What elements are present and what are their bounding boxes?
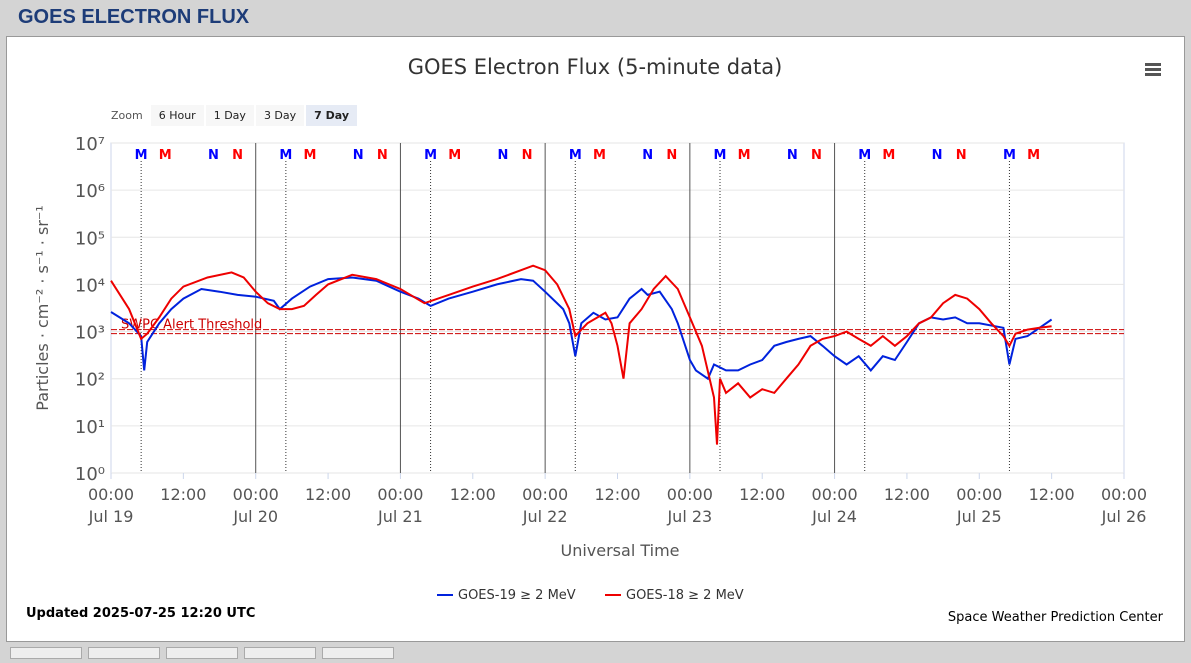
x-tick-label: 12:00 <box>449 485 496 504</box>
series-line <box>110 276 1053 381</box>
updated-text: Updated 2025-07-25 12:20 UTC <box>26 606 255 621</box>
y-tick-label: 10⁷ <box>75 134 105 155</box>
local-marker: M <box>279 148 292 163</box>
x-tick-label: 12:00 <box>1028 485 1075 504</box>
x-tick-label: 00:00 Jul 24 <box>811 485 858 526</box>
x-axis-label: Universal Time <box>560 541 679 560</box>
x-tick-label: 12:00 <box>883 485 930 504</box>
zoom-button[interactable]: 7 Day <box>306 105 358 126</box>
x-tick-label: 00:00 Jul 23 <box>666 485 713 526</box>
local-marker: N <box>208 148 219 163</box>
zoom-button[interactable]: 1 Day <box>205 105 254 126</box>
local-marker: N <box>956 148 967 163</box>
local-marker: M <box>135 148 148 163</box>
x-tick-label: 00:00 Jul 20 <box>232 485 279 526</box>
x-tick-label: 12:00 <box>594 485 641 504</box>
local-marker: M <box>1003 148 1016 163</box>
x-tick-label: 00:00 Jul 22 <box>522 485 569 526</box>
x-tick-label: 12:00 <box>739 485 786 504</box>
local-marker: M <box>424 148 437 163</box>
local-marker: M <box>593 148 606 163</box>
local-marker: N <box>666 148 677 163</box>
local-marker: N <box>232 148 243 163</box>
tab[interactable] <box>166 647 238 659</box>
y-tick-label: 10³ <box>75 323 105 344</box>
y-tick-label: 10⁰ <box>75 464 105 485</box>
x-tick-label: 00:00 Jul 19 <box>87 485 135 526</box>
tab[interactable] <box>322 647 394 659</box>
local-marker: M <box>569 148 582 163</box>
tabs <box>10 644 1180 659</box>
chart-panel <box>6 36 1185 642</box>
local-marker: M <box>159 148 172 163</box>
plot-border <box>110 142 1125 474</box>
y-tick-label: 10⁵ <box>75 228 105 249</box>
local-marker: N <box>497 148 508 163</box>
local-marker: M <box>448 148 461 163</box>
tab[interactable] <box>10 647 82 659</box>
tab[interactable] <box>244 647 316 659</box>
local-marker: N <box>642 148 653 163</box>
local-marker: N <box>932 148 943 163</box>
x-tick-label: 00:00 Jul 25 <box>956 485 1003 526</box>
menu-icon[interactable] <box>1145 63 1161 76</box>
page-title: GOES ELECTRON FLUX <box>18 6 250 28</box>
tab[interactable] <box>88 647 160 659</box>
y-tick-label: 10¹ <box>75 417 105 438</box>
local-marker: M <box>858 148 871 163</box>
local-marker: M <box>1027 148 1040 163</box>
y-tick-label: 10² <box>75 370 105 391</box>
local-marker: N <box>353 148 364 163</box>
zoom-label: Zoom <box>111 109 143 122</box>
local-marker: N <box>377 148 388 163</box>
x-tick-label: 00:00 Jul 26 <box>1100 485 1148 526</box>
y-tick-label: 10⁶ <box>75 181 105 202</box>
threshold-label: SWPC Alert Threshold <box>121 318 262 333</box>
local-marker: M <box>882 148 895 163</box>
x-tick-label: 12:00 <box>305 485 352 504</box>
zoom-button[interactable]: 3 Day <box>255 105 305 126</box>
x-tick-label: 12:00 <box>160 485 207 504</box>
legend-label: GOES-18 ≥ 2 MeV <box>626 588 744 603</box>
local-marker: M <box>304 148 317 163</box>
local-marker: M <box>714 148 727 163</box>
legend-label: GOES-19 ≥ 2 MeV <box>458 588 576 603</box>
local-marker: N <box>787 148 798 163</box>
x-tick-label: 00:00 Jul 21 <box>377 485 424 526</box>
chart-title: GOES Electron Flux (5-minute data) <box>408 55 783 79</box>
local-marker: N <box>522 148 533 163</box>
series-line <box>110 264 1052 445</box>
local-marker: N <box>811 148 822 163</box>
local-marker: M <box>738 148 751 163</box>
y-axis-label: Particles · cm⁻² · s⁻¹ · sr⁻¹ <box>33 205 52 410</box>
credit-text: Space Weather Prediction Center <box>948 610 1164 625</box>
zoom-bar: Zoom 6 Hour 1 Day 3 Day 7 Day <box>111 105 358 126</box>
zoom-button[interactable]: 6 Hour <box>150 105 204 126</box>
y-tick-label: 10⁴ <box>75 275 105 296</box>
